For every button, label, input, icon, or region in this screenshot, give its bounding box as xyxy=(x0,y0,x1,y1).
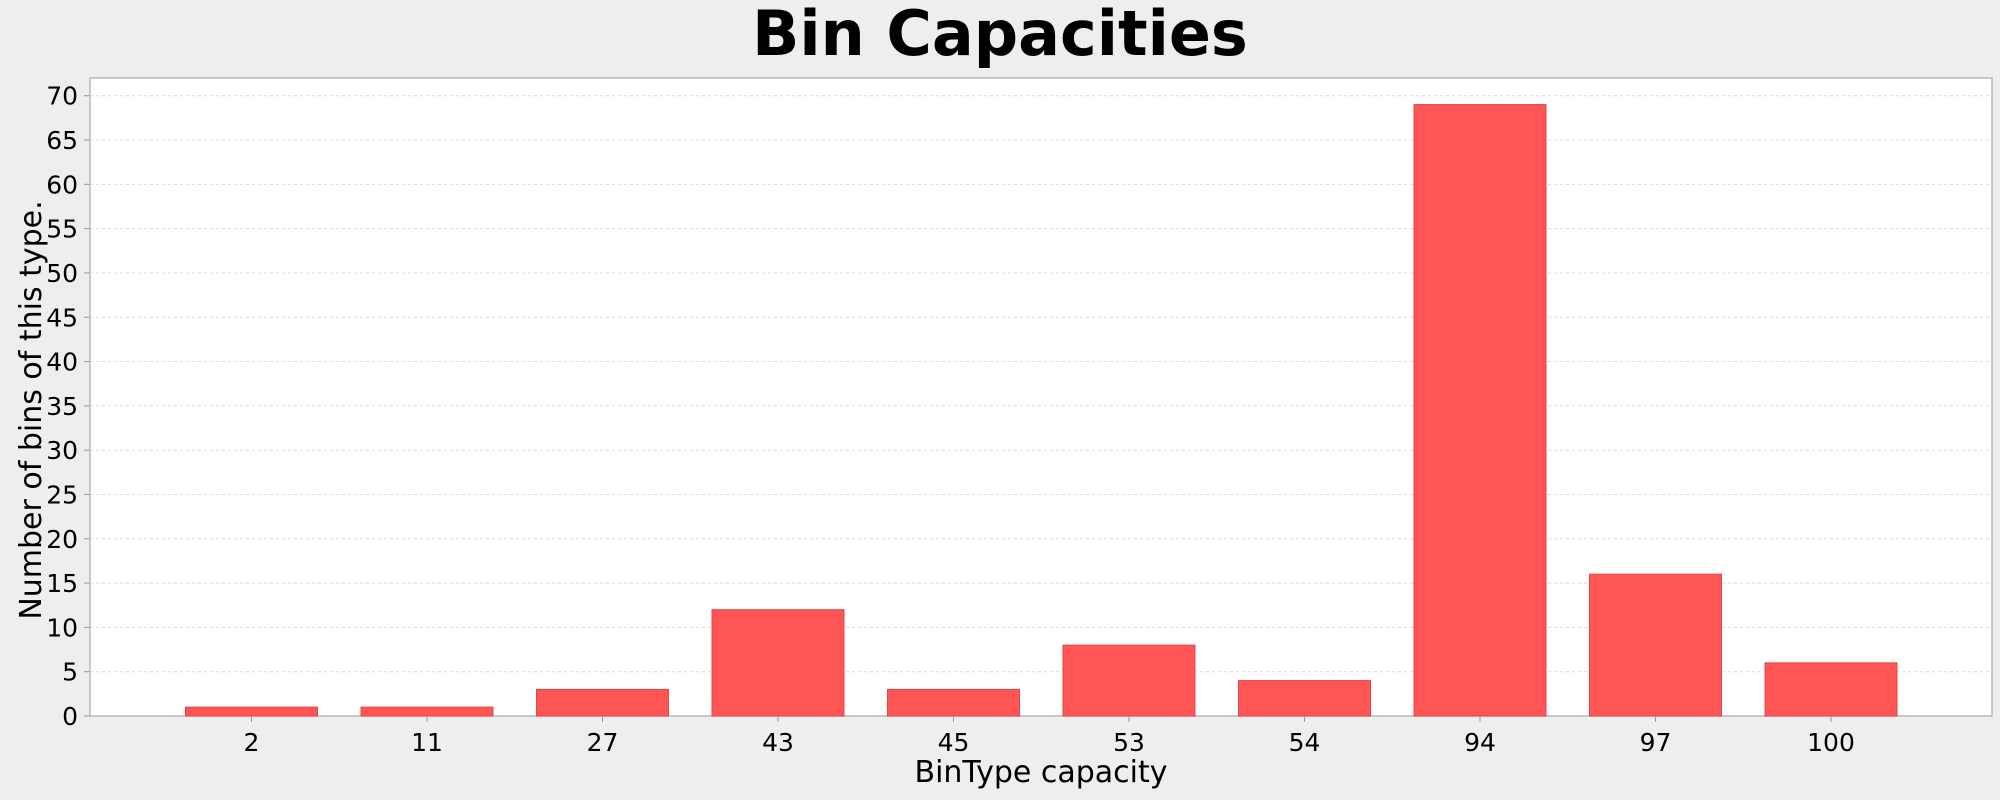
y-tick-label: 50 xyxy=(46,259,78,288)
axes: 0 5 10 15 20 25 30 35 40 45 50 55 60 65 70 2 11 27 43 45 53 5… xyxy=(46,82,1855,757)
bar xyxy=(360,706,494,717)
y-axis-label: Number of bins of this type. xyxy=(14,200,49,619)
x-tick-label: 45 xyxy=(938,728,970,757)
x-tick-label: 27 xyxy=(587,728,619,757)
bar xyxy=(887,688,1020,717)
x-tick-label: 97 xyxy=(1640,728,1672,757)
y-tick-label: 35 xyxy=(46,392,78,421)
x-tick-label: 54 xyxy=(1289,728,1321,757)
y-tick-label: 0 xyxy=(62,702,78,731)
bar xyxy=(1764,662,1898,717)
x-tick-label: 11 xyxy=(411,728,443,757)
y-tick-label: 40 xyxy=(46,348,78,377)
bar xyxy=(185,706,318,717)
x-axis-label: BinType capacity xyxy=(914,755,1167,790)
y-tick-label: 25 xyxy=(46,480,78,509)
y-tick-label: 30 xyxy=(46,436,78,465)
bars xyxy=(185,104,1898,717)
x-tick-label: 53 xyxy=(1113,728,1145,757)
y-tick-label: 10 xyxy=(46,613,78,642)
x-tick-label: 100 xyxy=(1807,728,1855,757)
bar xyxy=(536,688,669,717)
x-tick-label: 2 xyxy=(244,728,260,757)
y-tick-label: 55 xyxy=(46,215,78,244)
y-tick-label: 70 xyxy=(46,82,78,111)
bar xyxy=(1062,644,1196,717)
bar xyxy=(711,609,845,717)
y-tick-label: 45 xyxy=(46,303,78,332)
y-tick-label: 15 xyxy=(46,569,78,598)
x-tick-label: 94 xyxy=(1464,728,1496,757)
bar xyxy=(1589,573,1722,717)
bar xyxy=(1238,680,1371,717)
y-tick-label: 60 xyxy=(46,170,78,199)
chart-title: Bin Capacities xyxy=(752,0,1248,70)
y-tick-label: 20 xyxy=(46,525,78,554)
bar xyxy=(1413,104,1547,717)
y-tick-label: 65 xyxy=(46,126,78,155)
y-tick-label: 5 xyxy=(62,658,78,687)
x-tick-label: 43 xyxy=(762,728,794,757)
